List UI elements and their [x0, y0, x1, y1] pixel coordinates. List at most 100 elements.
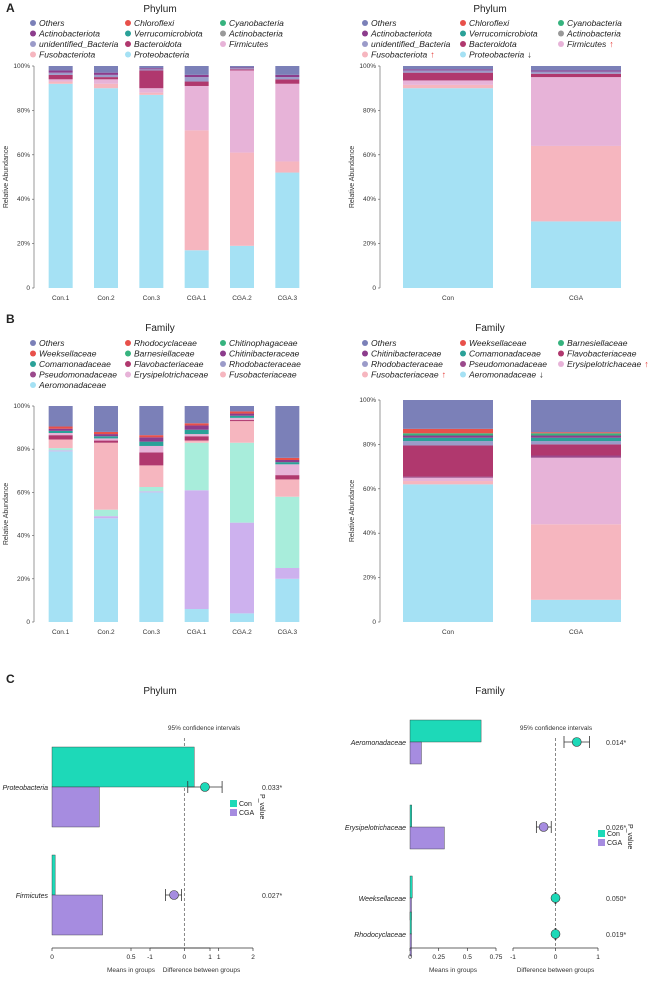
- x-tick-label: Con.3: [143, 295, 161, 302]
- y-tick-label: 40%: [363, 530, 376, 537]
- bar-fusobacteriaceae-con-3: [139, 491, 164, 493]
- bar-flavobacteriaceae-cga-2: [230, 420, 254, 422]
- legend-label-chloroflexi: Chloroflexi: [469, 18, 510, 28]
- bar-others-cga: [531, 400, 621, 433]
- p-value-erysipelotrichaceae: 0.026*: [606, 825, 627, 832]
- bar-erysipelotrichaceae-cga: [531, 457, 621, 525]
- bar-comamonadaceae-con-3: [139, 441, 164, 446]
- legend-label-firmicutes: Firmicutes: [229, 39, 269, 49]
- diff-x-tick-label: 1: [596, 954, 600, 961]
- x-tick-label: CGA: [569, 295, 584, 302]
- legend-dot-others: [30, 340, 36, 346]
- bar-fusobacteriota-con-3: [139, 92, 164, 95]
- y-tick-label: 60%: [17, 152, 30, 159]
- diff-point-aeromonadaceae: [571, 737, 582, 747]
- means-bar-cga-firmicutes: [51, 894, 103, 936]
- diff-x-label: Difference between groups: [517, 967, 595, 974]
- legend-label-fusobacteriota: Fusobacteriota: [39, 50, 95, 60]
- bar-unidentified-bacteria-con-3: [139, 69, 164, 71]
- means-bar-con-weeksellaceae: [409, 875, 413, 899]
- means-bar-cga-rhodocyclaceae: [409, 933, 412, 957]
- bar-aeromonadaceae-cga-2: [230, 613, 254, 622]
- legend-dot-bacteroidota: [125, 41, 131, 47]
- y-tick-label: 60%: [363, 152, 376, 159]
- bar-others-con-3: [139, 66, 164, 69]
- legend-dot-unidentified-bacteria: [30, 41, 36, 47]
- chart-title: Phylum: [143, 4, 176, 15]
- bar-actinobacteriota-con-2: [94, 72, 118, 75]
- bar-others-con: [403, 400, 493, 429]
- y-tick-label: 0: [372, 285, 376, 292]
- x-tick-label: Con.1: [52, 629, 70, 636]
- legend-dot-firmicutes: [558, 41, 564, 47]
- bar-weeksellaceae-cga-3: [275, 457, 300, 460]
- bar-fusobacteriota-con-1: [48, 81, 73, 84]
- legend-label-cga: CGA: [607, 840, 623, 847]
- legend-label-erysipelotrichaceae: Erysipelotrichaceae: [567, 359, 641, 369]
- chart-title: Family: [475, 686, 504, 697]
- p-value-axis-label: P_value: [258, 794, 265, 819]
- diff-point-weeksellaceae: [550, 893, 561, 903]
- bar-proteobacteria-cga: [531, 221, 621, 288]
- legend-dot-unidentified-bacteria: [362, 41, 368, 47]
- diff-point-proteobacteria: [200, 782, 210, 792]
- bar-barnesiellaceae-con: [403, 433, 493, 436]
- bar-unidentified-bacteria-cga-3: [275, 77, 300, 80]
- legend-label-chitinibacteraceae: Chitinibacteraceae: [371, 349, 442, 359]
- legend-dot-fusobacteriota: [30, 51, 36, 58]
- diff-x-tick-label: -1: [510, 954, 516, 961]
- bar-proteobacteria-con: [403, 88, 493, 288]
- bar-weeksellaceae-cga-1: [184, 423, 209, 426]
- y-tick-label: 40%: [17, 196, 30, 203]
- bar-comamonadaceae-cga-2: [230, 415, 254, 418]
- bar-chitinibacteraceae-con: [403, 435, 493, 438]
- bar-aeromonadaceae-con: [403, 484, 493, 622]
- legend-dot-chloroflexi: [460, 20, 466, 26]
- means-x-tick-label: 0.5: [126, 954, 135, 961]
- y-axis-label: Relative Abundance: [349, 480, 356, 542]
- x-tick-label: Con.3: [143, 629, 161, 636]
- bar-flavobacteriaceae-con-3: [139, 452, 164, 466]
- legend-arrow-erysipelotrichaceae: ↑: [644, 359, 649, 369]
- panel-label-b: B: [6, 312, 15, 326]
- legend-arrow-proteobacteria: ↓: [527, 50, 532, 60]
- bar-firmicutes-cga-2: [230, 70, 254, 153]
- bar-pseudomonadaceae-cga-2: [230, 421, 254, 443]
- bar-firmicutes-con-3: [139, 88, 164, 93]
- means-x-tick-label: 0: [50, 954, 54, 961]
- bar-fusobacteriota-cga: [531, 145, 621, 222]
- bar-actinobacteriota-con-3: [139, 68, 164, 70]
- legend-label-rhodocyclaceae: Rhodocyclaceae: [134, 338, 197, 348]
- legend-dot-actinobacteria: [220, 30, 226, 37]
- legend-label-pseudomonadaceae: Pseudomonadaceae: [39, 370, 117, 380]
- x-tick-label: Con.2: [97, 295, 115, 302]
- legend-swatch-cga: [598, 839, 605, 846]
- bar-actinobacteriota-cga-3: [275, 74, 300, 78]
- bar-erysipelotrichaceae-con-3: [139, 487, 164, 492]
- bar-fusobacteriaceae-con: [403, 481, 493, 485]
- legend-dot-chitinophagaceae: [220, 340, 226, 346]
- bar-others-cga-3: [275, 66, 300, 75]
- diff-x-tick-label: 0: [183, 954, 187, 961]
- bar-flavobacteriaceae-con: [403, 445, 493, 477]
- bar-unidentified-bacteria-cga-2: [230, 68, 254, 70]
- panel-label-a: A: [6, 1, 15, 15]
- bar-bacteroidota-con-1: [48, 74, 73, 80]
- legend-label-unidentified-bacteria: unidentified_Bacteria: [371, 39, 451, 49]
- chart-title: Phylum: [473, 4, 506, 15]
- means-x-tick-label: 0.25: [432, 954, 445, 961]
- legend-dot-others: [362, 20, 368, 26]
- legend-label-actinobacteriota: Actinobacteriota: [370, 29, 432, 39]
- ci-title: 95% confidence intervals: [168, 725, 241, 732]
- bar-fusobacteriaceae-cga: [531, 524, 621, 600]
- legend-label-verrucomicrobiota: Verrucomicrobiota: [134, 29, 203, 39]
- bar-actinobacteriota-cga-1: [184, 74, 209, 78]
- bar-pseudomonadaceae-cga: [531, 455, 621, 458]
- x-tick-label: CGA.1: [187, 629, 207, 636]
- legend-dot-flavobacteriaceae: [558, 350, 564, 357]
- bar-erysipelotrichaceae-cga-1: [184, 442, 209, 491]
- legend-label-bacteroidota: Bacteroidota: [469, 39, 517, 49]
- diff-x-tick-label: 0: [554, 954, 558, 961]
- bar-others-cga: [531, 66, 621, 71]
- legend-dot-barnesiellaceae: [125, 350, 131, 357]
